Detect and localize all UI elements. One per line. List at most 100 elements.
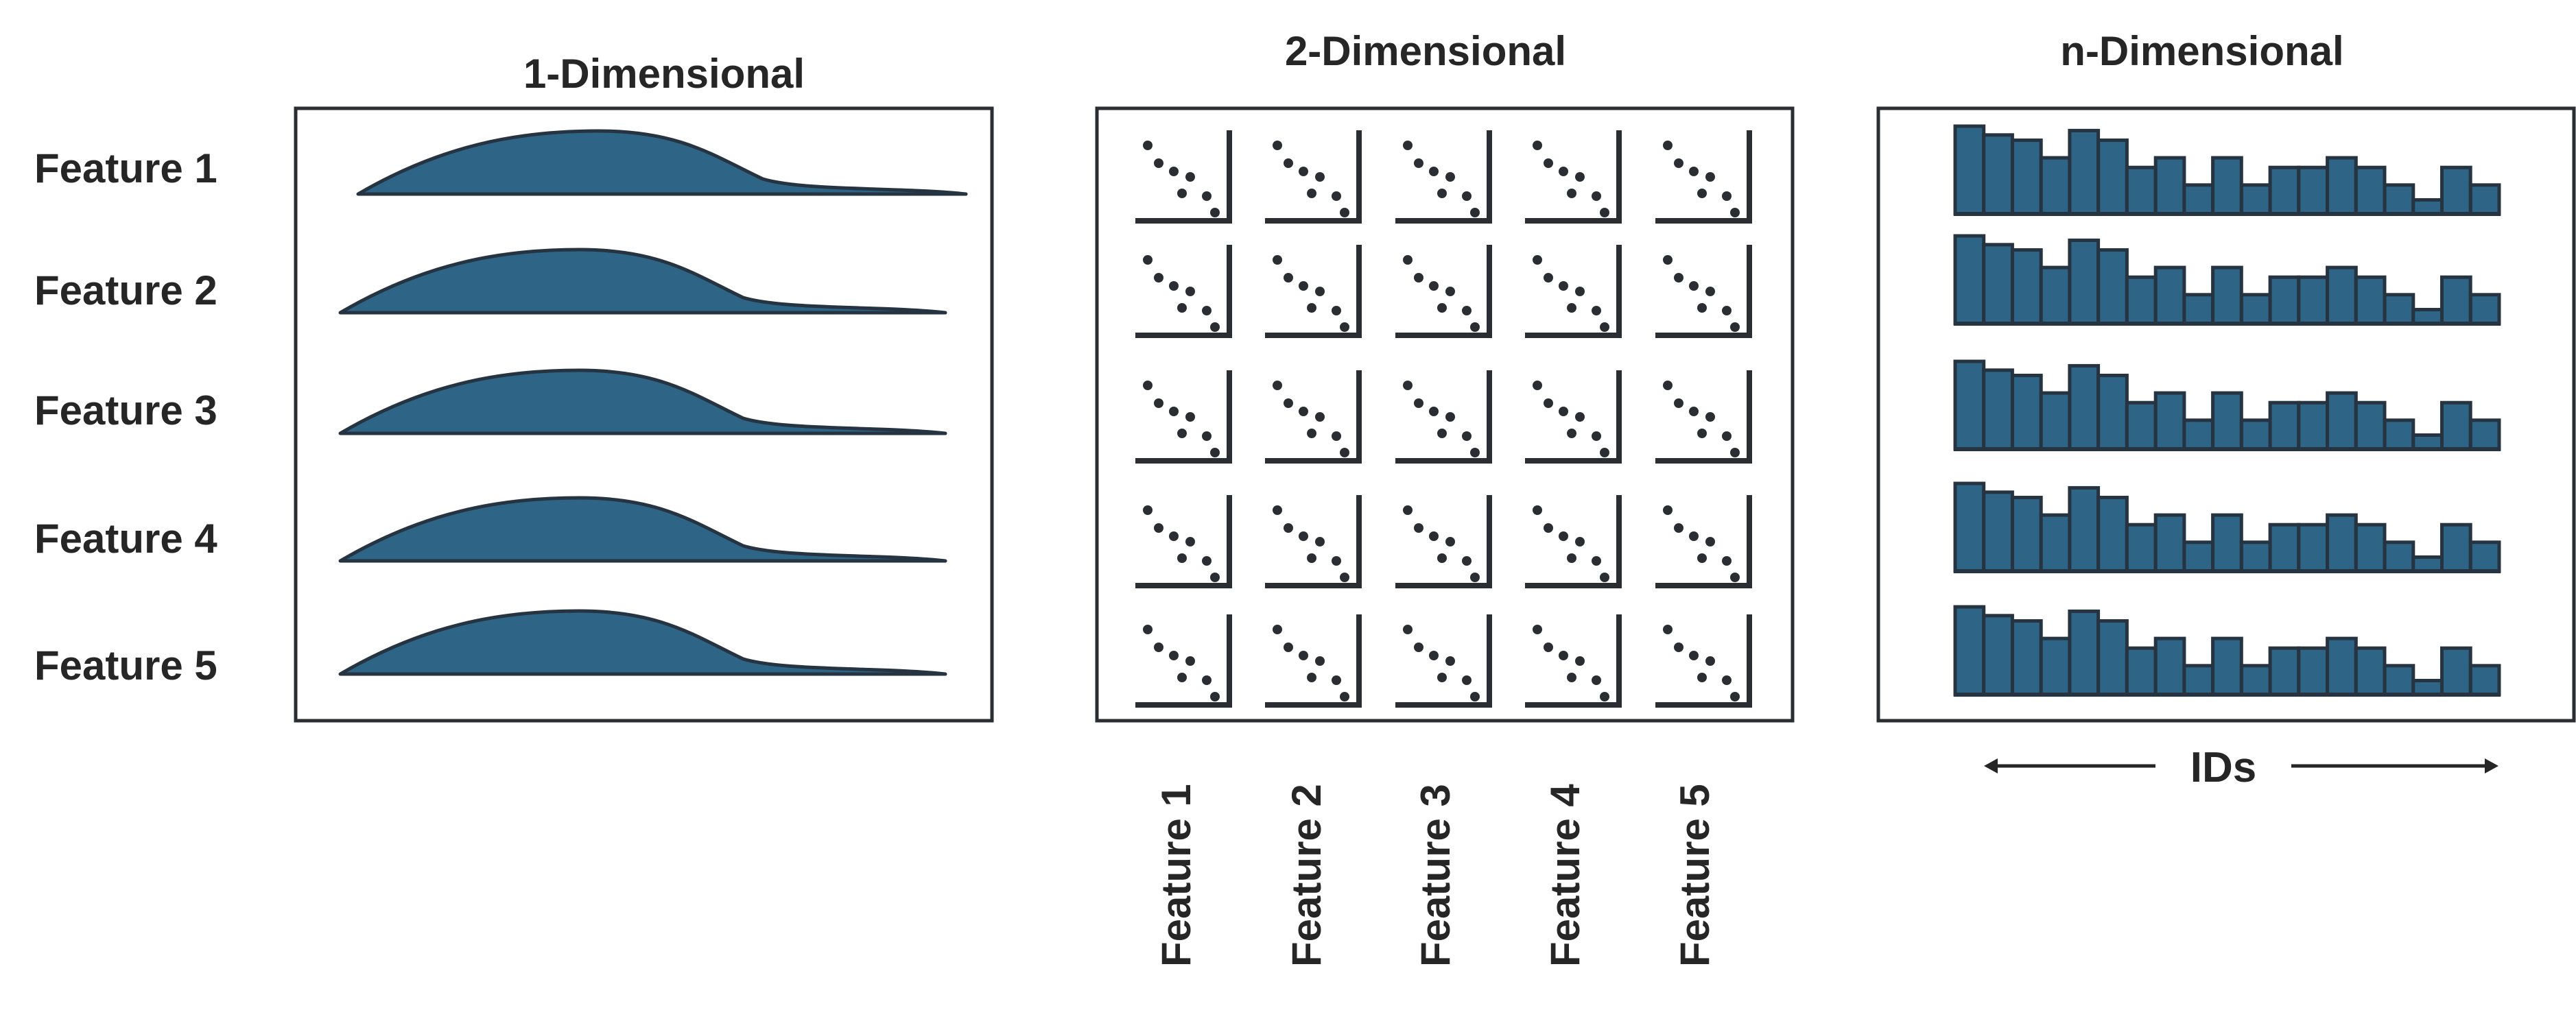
bar [2182,293,2215,326]
scatter-point [1202,556,1212,566]
scatter-point [1592,431,1601,441]
scatter-cell-2-1 [1135,245,1232,338]
scatter-axes [1265,370,1362,464]
scatter-point [1470,322,1480,332]
scatter-axes [1135,130,1232,224]
scatter-cell-3-3 [1395,370,1492,464]
scatter-point [1185,172,1195,182]
scatter-point [1437,673,1447,682]
scatter-point [1567,673,1576,682]
scatter-cell-2-3 [1395,245,1492,338]
scatter-cell-1-4 [1525,130,1622,224]
scatter-axes [1525,130,1622,224]
bar-row-1 [1953,124,2501,216]
bar [2125,523,2158,573]
scatter-axes [1655,495,1752,588]
bar [2211,156,2243,216]
scatter-point [1169,167,1179,176]
scatter-point [1332,556,1341,566]
scatter-cell-2-4 [1525,245,1622,338]
scatter-point [1143,505,1153,515]
scatter-point [1143,255,1153,265]
scatter-point [1403,141,1413,150]
scatter-point [1592,675,1601,685]
scatter-point [1429,281,1439,291]
bar [2239,418,2272,451]
scatter-point [1185,412,1195,422]
scatter-point [1403,255,1413,265]
bar [2268,400,2301,451]
scatter-point [1705,172,1715,182]
scatter-point [1559,531,1568,541]
scatter-cell-1-2 [1265,130,1362,224]
scatter-axes [1655,130,1752,224]
column-label-3: Feature 3 [1413,784,1458,967]
scatter-point [1705,656,1715,666]
feature-label-2: Feature 2 [34,267,217,313]
bar [2326,156,2358,216]
scatter-point [1307,189,1316,198]
bar [2125,275,2158,326]
scatter-point [1437,429,1447,438]
scatter-point [1299,281,1308,291]
bar-row-2 [1953,234,2501,326]
scatter-point [1299,407,1308,416]
bar [2011,248,2043,326]
feature-label-4: Feature 4 [34,516,217,562]
scatter-axes [1525,245,1622,338]
scatter-axes [1395,495,1492,588]
scatter-cell-4-4 [1525,495,1622,588]
scatter-point [1185,287,1195,296]
bar [2268,523,2301,573]
bar [1982,614,2014,697]
scatter-point [1559,651,1568,660]
scatter-point [1445,537,1455,547]
bar [2326,636,2358,697]
scatter-point [1414,643,1423,652]
scatter-cell-2-2 [1265,245,1362,338]
scatter-point [1730,208,1740,217]
bar [2383,293,2415,326]
bar [2268,646,2301,697]
scatter-point [1567,429,1576,438]
scatter-point [1284,523,1293,533]
scatter-point [1332,431,1341,441]
scatter-point [1567,303,1576,313]
bar [2039,513,2072,573]
bar [2326,513,2358,573]
scatter-point [1414,398,1423,408]
scatter-point [1403,625,1413,634]
bar [2125,400,2158,451]
scatter-point [1567,189,1576,198]
two-d-frame [1095,106,1795,723]
scatter-axes [1135,370,1232,464]
bar [2125,165,2158,216]
column-label-5: Feature 5 [1672,784,1718,967]
scatter-point [1177,553,1187,563]
scatter-point [1202,675,1212,685]
scatter-point [1462,191,1472,201]
one-d-frame [294,106,994,723]
scatter-axes [1655,245,1752,338]
scatter-point [1730,573,1740,582]
scatter-cell-3-2 [1265,370,1362,464]
bar [2153,636,2186,697]
scatter-point [1445,656,1455,666]
scatter-point [1154,523,1163,533]
scatter-point [1544,643,1553,652]
scatter-cell-5-2 [1265,614,1362,708]
bar [2411,433,2444,451]
scatter-point [1575,656,1585,666]
bar [2011,374,2043,451]
scatter-point [1697,189,1707,198]
scatter-cell-5-4 [1525,614,1622,708]
bar [2297,400,2330,451]
bar [2182,664,2215,697]
scatter-point [1437,553,1447,563]
scatter-point [1177,303,1187,313]
bar [2096,496,2129,573]
bar [2068,363,2101,451]
bar [2182,183,2215,216]
scatter-point [1177,429,1187,438]
bar-row-5 [1953,605,2501,697]
